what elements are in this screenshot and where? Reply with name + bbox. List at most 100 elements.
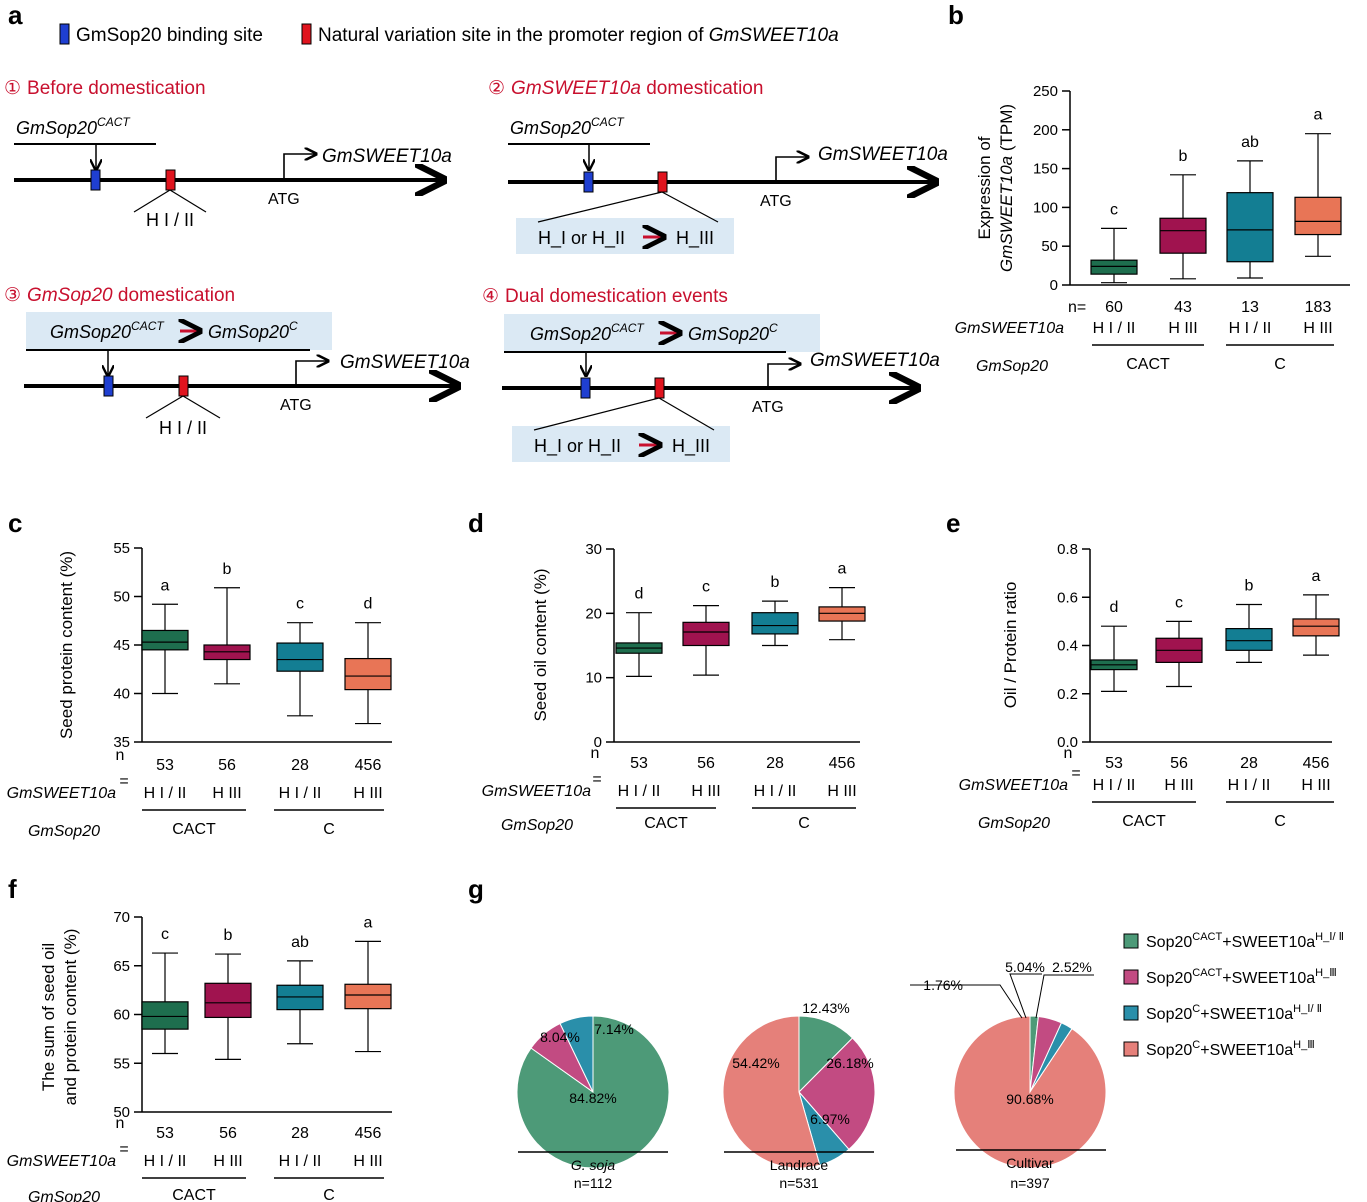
binding-site-marker [90, 169, 101, 191]
scenario-4-factor-from: GmSop20CACT [530, 321, 645, 344]
pie-group-name: Cultivar [1006, 1155, 1054, 1171]
scenario-1: ① Before domestication GmSop20CACT H I / … [4, 78, 452, 230]
scenario-3-haplotype: H I / II [159, 418, 207, 438]
box [276, 642, 324, 672]
pie-leader-line [1035, 974, 1094, 1019]
significance-letter: b [771, 574, 780, 591]
scenario-4-hap-to: H_III [672, 436, 710, 457]
y-tick-label: 65 [113, 958, 130, 975]
sample-size: 28 [766, 755, 784, 772]
pie-sample-size: n=397 [1010, 1175, 1050, 1191]
significance-letter: b [224, 927, 233, 944]
haplotype-label: H I / II [1228, 777, 1271, 794]
y-tick-label: 0.6 [1057, 589, 1078, 606]
panel-letter-c: c [8, 508, 22, 538]
sample-size: 56 [1170, 755, 1188, 772]
panel-letter-f: f [8, 874, 17, 904]
y-tick-label: 35 [113, 734, 130, 751]
sample-size: 28 [1240, 755, 1258, 772]
haplotype-label: H III [1303, 320, 1332, 337]
box [141, 629, 189, 651]
variation-site-swatch [301, 23, 312, 45]
sample-size: 56 [697, 755, 715, 772]
y-tick-label: 50 [113, 589, 130, 606]
y-tick-label: 0.8 [1057, 541, 1078, 558]
haplotype-label: H I / II [144, 1153, 187, 1170]
haplotype-label: H I / II [1229, 320, 1272, 337]
scenario-4: ④ Dual domestication events GmSop20CACT G… [482, 286, 940, 462]
legend-swatch [1123, 969, 1139, 985]
scenario-3-title: ③ GmSop20 domestication [4, 285, 235, 306]
box [682, 621, 730, 647]
y-tick-label: 40 [113, 686, 130, 703]
box [204, 982, 252, 1019]
equals-sign: = [592, 771, 601, 788]
y-tick-label: 50 [113, 1104, 130, 1121]
row-label-gene: GmSWEET10a [955, 320, 1064, 337]
row-label-sop20: GmSop20 [976, 358, 1048, 375]
n-label: n [1064, 745, 1073, 762]
scenario-4-gene: GmSWEET10a [810, 350, 940, 371]
scenario-2-hap-to: H_III [676, 228, 714, 249]
haplotype-label: H III [213, 1153, 242, 1170]
scenario-3-atg: ATG [280, 397, 312, 414]
scenario-4-hap-box [512, 426, 730, 462]
haplotype-label: H I / II [1093, 320, 1136, 337]
y-tick-label: 10 [585, 670, 602, 687]
significance-letter: d [1110, 599, 1119, 616]
legend-sop20-allele: C [1192, 1003, 1200, 1015]
row-label-gene: GmSWEET10a [7, 1153, 116, 1170]
legend-sweet10a-haplotype: H_Ⅲ [1293, 1039, 1315, 1051]
y-axis-label-line1: Expression of [975, 136, 994, 239]
haplotype-label: H III [1168, 320, 1197, 337]
n-label: n [591, 745, 600, 762]
sample-size: 456 [1303, 755, 1330, 772]
significance-letter: a [1314, 107, 1323, 124]
box [1225, 628, 1273, 651]
legend-sweet10a: +SWEET10a [1222, 934, 1315, 951]
legend-label: Sop20CACT+SWEET10aH_Ⅰ/ Ⅱ [1146, 931, 1344, 951]
legend-sweet10a-haplotype: H_Ⅲ [1315, 967, 1337, 979]
legend-sweet10a-haplotype: H_Ⅰ/ Ⅱ [1293, 1003, 1322, 1015]
group-label: C [1274, 356, 1286, 373]
legend-sop20: Sop20 [1146, 934, 1192, 951]
scenario-2-hap-box [516, 218, 734, 254]
y-tick-label: 0 [594, 734, 602, 751]
row-label-sop20: GmSop20 [28, 1189, 100, 1202]
pie-slice [559, 1015, 594, 1093]
significance-letter: c [161, 926, 169, 943]
pie-group-name: G. soja [571, 1157, 616, 1173]
legend-sop20-allele: C [1192, 1039, 1200, 1051]
binding-site-label: GmSop20 binding site [76, 25, 263, 46]
group-label: CACT [172, 821, 216, 838]
group-label: C [323, 1187, 335, 1202]
significance-letter: b [1179, 148, 1188, 165]
equals-sign: = [119, 773, 128, 790]
sample-size: 56 [218, 757, 236, 774]
panel-letter-g: g [468, 874, 484, 904]
significance-letter: ab [1241, 134, 1259, 151]
significance-letter: a [161, 577, 170, 594]
pie-slice-label: 54.42% [732, 1055, 779, 1071]
scenario-4-hap-from: H_I or H_II [534, 436, 621, 457]
significance-letter: d [635, 586, 644, 603]
y-axis-label: Oil / Protein ratio [1001, 582, 1020, 709]
scenario-2-factor: GmSop20CACT [510, 115, 625, 138]
pie-slice [953, 1015, 1107, 1169]
variation-site-marker [654, 377, 665, 399]
binding-site-swatch [59, 23, 70, 45]
pie-leader-line [910, 984, 1023, 1019]
legend-sop20-allele: CACT [1192, 931, 1222, 943]
y-tick-label: 100 [1033, 199, 1058, 216]
legend-sweet10a: +SWEET10a [1222, 970, 1315, 987]
legend-sweet10a: +SWEET10a [1200, 1006, 1293, 1023]
binding-site-marker [583, 171, 594, 193]
box [751, 612, 799, 635]
haplotype-label: H I / II [279, 1153, 322, 1170]
pie-slice [798, 1037, 876, 1151]
pie-slice [798, 1015, 854, 1094]
sample-size: 60 [1105, 299, 1123, 316]
scenario-3-gene: GmSWEET10a [340, 352, 470, 373]
n-label: n [116, 747, 125, 764]
pie-slice-label: 6.97% [810, 1111, 850, 1127]
